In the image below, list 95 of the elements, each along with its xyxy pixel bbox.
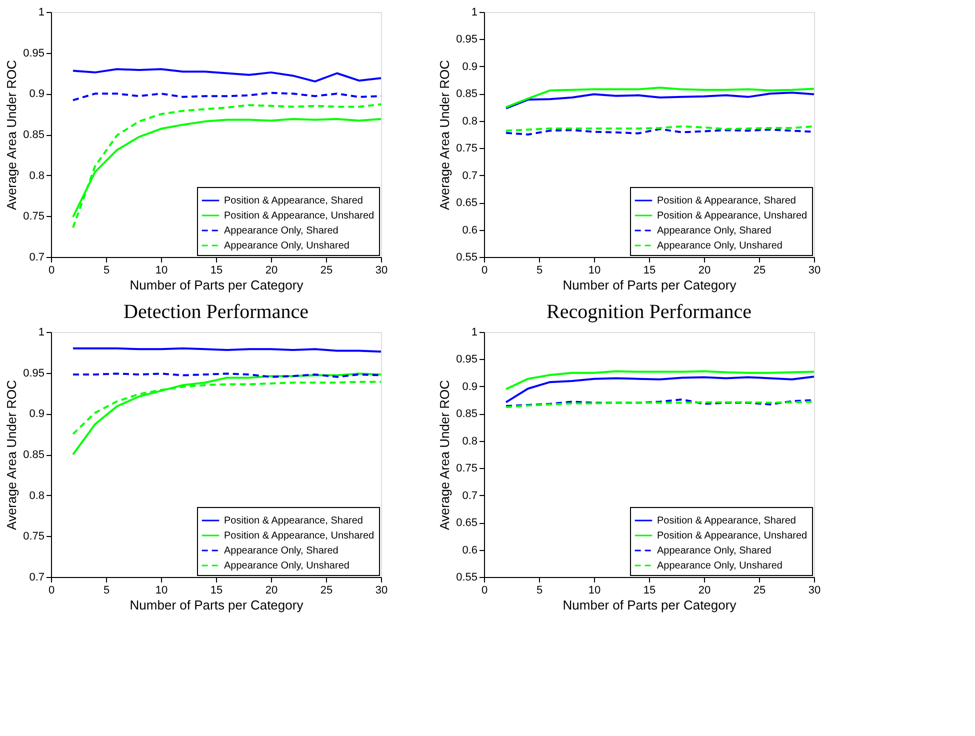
y-axis-title: Average Area Under ROC (4, 60, 20, 210)
x-axis-title: Number of Parts per Category (562, 278, 737, 292)
x-tick-label: 25 (320, 264, 333, 276)
legend-label: Position & Appearance, Shared (657, 516, 796, 526)
line-series (505, 370, 815, 390)
x-tick-label: 25 (753, 584, 766, 596)
legend-label: Position & Appearance, Unshared (657, 530, 808, 542)
line-series (72, 68, 382, 82)
y-tick-label: 0.55 (456, 252, 478, 264)
line-series (505, 86, 815, 108)
x-tick-label: 15 (643, 584, 656, 596)
y-tick-label: 0.85 (456, 408, 478, 420)
y-tick-label: 0.85 (23, 129, 44, 141)
y-axis-title: Average Area Under ROC (437, 380, 452, 530)
y-tick-label: 0.9 (462, 60, 478, 73)
legend-label: Appearance Only, Unshared (657, 240, 782, 252)
y-tick-label: 0.65 (456, 197, 478, 210)
y-tick-label: 0.8 (462, 435, 478, 448)
x-tick-label: 25 (320, 584, 333, 596)
x-tick-label: 30 (808, 584, 821, 596)
y-tick-label: 0.9 (29, 408, 44, 420)
y-tick-label: 0.65 (456, 517, 478, 530)
x-tick-label: 15 (210, 264, 223, 276)
x-axis-title: Number of Parts per Category (130, 278, 304, 292)
line-series (72, 372, 382, 456)
y-tick-label: 0.7 (462, 170, 478, 182)
legend-label: Appearance Only, Unshared (224, 240, 350, 252)
y-tick-label: 0.75 (23, 210, 44, 223)
y-tick-label: 0.95 (23, 47, 44, 60)
x-tick-label: 20 (265, 264, 278, 276)
x-axis-title: Number of Parts per Category (562, 598, 737, 612)
y-tick-label: 0.9 (29, 88, 44, 100)
y-tick-label: 1 (471, 326, 478, 338)
x-tick-label: 15 (210, 584, 223, 596)
legend-label: Position & Appearance, Unshared (224, 530, 374, 542)
x-tick-label: 5 (103, 584, 110, 596)
x-tick-label: 10 (588, 264, 601, 276)
line-series (505, 92, 815, 110)
x-tick-label: 20 (698, 264, 711, 276)
y-tick-label: 0.95 (456, 34, 478, 46)
legend-label: Position & Appearance, Unshared (657, 210, 808, 222)
y-tick-label: 0.8 (29, 490, 44, 502)
x-tick-label: 0 (48, 264, 55, 276)
x-tick-label: 30 (808, 264, 821, 276)
x-tick-label: 5 (536, 584, 543, 596)
y-tick-label: 1 (38, 326, 44, 338)
y-tick-label: 0.6 (462, 224, 478, 236)
y-tick-label: 0.75 (456, 462, 478, 475)
x-tick-label: 5 (536, 264, 543, 276)
legend-label: Position & Appearance, Shared (657, 196, 796, 206)
chart-title: Detection Performance (124, 301, 309, 323)
x-tick-label: 0 (481, 264, 488, 276)
line-series (505, 398, 815, 408)
y-tick-label: 0.7 (462, 490, 478, 502)
y-tick-label: 0.8 (462, 115, 478, 128)
line-series (505, 376, 815, 404)
y-tick-label: 0.75 (23, 530, 44, 543)
x-tick-label: 15 (643, 264, 656, 276)
x-axis-title: Number of Parts per Category (130, 598, 304, 612)
legend-label: Appearance Only, Shared (224, 226, 338, 236)
y-tick-label: 0.95 (23, 367, 44, 380)
y-tick-label: 0.7 (29, 572, 44, 584)
y-tick-label: 0.85 (23, 449, 44, 461)
legend-label: Appearance Only, Shared (657, 226, 772, 236)
legend-label: Appearance Only, Unshared (224, 560, 350, 572)
legend-label: Appearance Only, Shared (657, 546, 772, 556)
y-tick-label: 0.95 (456, 354, 478, 366)
x-tick-label: 10 (155, 584, 168, 596)
legend-label: Position & Appearance, Shared (224, 196, 363, 206)
y-tick-label: 0.75 (456, 142, 478, 155)
x-tick-label: 0 (48, 584, 55, 596)
y-tick-label: 0.85 (456, 88, 478, 100)
x-tick-label: 20 (698, 584, 711, 596)
y-axis-title: Average Area Under ROC (437, 60, 452, 210)
x-tick-label: 10 (588, 584, 601, 596)
y-tick-label: 0.55 (456, 572, 478, 584)
x-tick-label: 30 (375, 264, 388, 276)
x-tick-label: 5 (103, 264, 110, 276)
legend-label: Appearance Only, Unshared (657, 560, 782, 572)
x-tick-label: 10 (155, 264, 168, 276)
y-tick-label: 1 (471, 6, 478, 18)
chart-title: Recognition Performance (546, 301, 752, 323)
y-tick-label: 0.9 (462, 380, 478, 393)
y-tick-label: 0.7 (29, 252, 44, 264)
x-tick-label: 30 (375, 584, 388, 596)
legend-label: Appearance Only, Shared (224, 546, 338, 556)
legend-label: Position & Appearance, Unshared (224, 210, 374, 222)
y-tick-label: 0.8 (29, 170, 44, 182)
y-tick-label: 1 (38, 6, 44, 18)
y-axis-title: Average Area Under ROC (4, 380, 20, 530)
x-tick-label: 20 (265, 584, 278, 596)
x-tick-label: 25 (753, 264, 766, 276)
legend-label: Position & Appearance, Shared (224, 516, 363, 526)
x-tick-label: 0 (481, 584, 488, 596)
y-tick-label: 0.6 (462, 544, 478, 556)
